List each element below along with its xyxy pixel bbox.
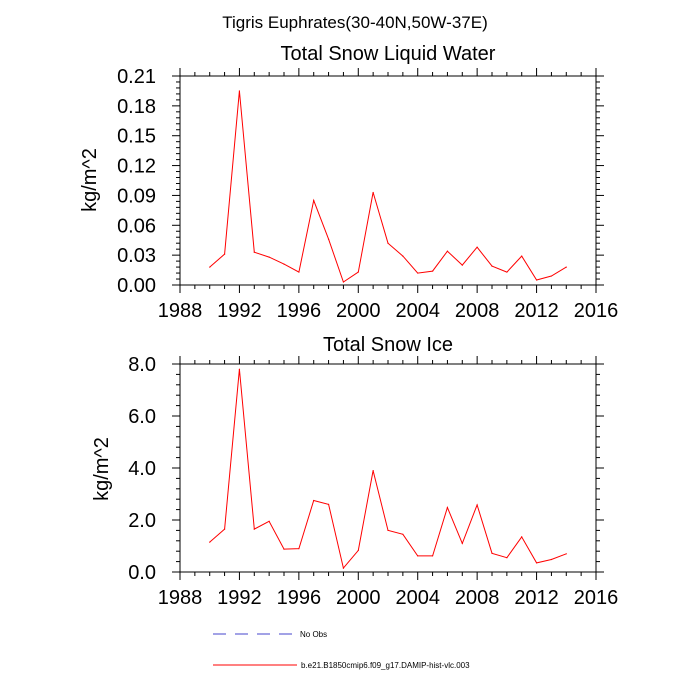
data-point [535,279,538,281]
y-tick-label: 0.00 [117,275,156,297]
data-point [283,263,285,265]
plot-frame [179,363,597,573]
x-tick-label: 2016 [574,300,619,322]
data-point [521,536,523,538]
data-point [238,90,241,92]
data-point [253,251,255,253]
y-tick-label: 2.0 [128,510,156,532]
series-group [209,90,567,283]
data-point [283,548,285,550]
x-tick-label: 2012 [514,300,559,322]
series-line [209,90,567,283]
data-point [298,548,300,550]
data-point [535,562,538,564]
data-point [387,529,389,532]
y-tick-label: 0.0 [128,562,156,584]
data-point [372,470,374,472]
y-axis-label: kg/m^2 [79,148,101,212]
x-tick-label: 2004 [395,587,440,609]
y-tick-label: 0.15 [117,126,156,148]
data-point [461,264,463,266]
data-point [209,541,211,543]
y-tick-label: 0.21 [117,66,156,88]
data-point [342,567,345,569]
data-point [491,552,493,554]
data-point [357,271,359,273]
data-point [253,528,255,530]
x-tick-label: 1988 [158,300,203,322]
figure-suptitle: Tigris Euphrates(30-40N,50W-37E) [222,13,488,32]
plot-frame [179,75,597,286]
data-point [342,281,345,283]
x-tick-label: 2012 [514,587,559,609]
data-point [268,520,270,522]
data-point [417,555,419,557]
legend-label-model: b.e21.B1850cmip6.f09_g17.DAMIP-hist-vlc.… [301,661,470,670]
data-point [521,255,523,257]
y-tick-label: 0.12 [117,156,156,178]
series-line [209,369,567,570]
chart-title: Total Snow Ice [323,334,453,356]
x-tick-label: 2008 [455,300,500,322]
data-point [223,253,226,255]
data-point [431,555,434,557]
tick-group: 1988 1992 1996 2000 2004 2008 2012 2016 0.00 0.03… [117,66,618,322]
tick-group: 1988 1992 1996 2000 2004 2008 2012 2016 0.0 2.0 4.… [128,354,618,609]
data-point [372,191,374,194]
data-point [417,272,419,274]
series-group [209,368,567,570]
legend: No Obs b.e21.B1850cmip6.f09_g17.DAMIP-hi… [213,630,470,670]
y-tick-label: 4.0 [128,458,156,480]
y-axis-label: kg/m^2 [91,437,113,501]
data-point [550,558,553,561]
data-point [268,256,270,258]
data-point [327,503,330,505]
data-point [387,242,389,244]
x-tick-label: 2004 [395,300,440,322]
x-tick-label: 1992 [217,587,262,609]
data-point [461,542,463,545]
x-tick-label: 1996 [277,587,322,609]
chart-title: Total Snow Liquid Water [281,43,496,65]
data-point [298,271,300,273]
x-tick-label: 2016 [574,587,619,609]
data-point [506,557,508,559]
x-tick-label: 1996 [277,300,322,322]
y-tick-label: 6.0 [128,406,156,428]
data-point [402,533,404,535]
chart-liquid-water: Total Snow Liquid Water kg/m^2 1988 1992 1… [79,43,618,322]
x-tick-label: 2008 [455,587,500,609]
x-tick-label: 2000 [336,587,381,609]
y-tick-label: 0.03 [117,245,156,267]
data-point [550,275,553,277]
legend-label-no-obs: No Obs [300,630,327,639]
data-point [565,553,567,555]
y-tick-label: 0.06 [117,215,156,237]
data-point [476,504,478,506]
y-tick-label: 8.0 [128,354,156,376]
data-point [491,265,493,267]
data-point [565,266,567,268]
data-point [357,549,359,552]
y-tick-label: 0.18 [117,96,156,118]
data-point [446,250,449,252]
data-point [313,499,315,502]
data-point [446,506,449,509]
data-point [209,266,211,268]
x-tick-label: 1988 [158,587,203,609]
data-point [223,528,226,530]
data-point [327,238,330,240]
x-tick-label: 1992 [217,300,262,322]
data-point [238,368,241,370]
data-point [313,199,315,202]
chart-snow-ice: Total Snow Ice kg/m^2 1988 1992 1996 2000 20… [91,334,618,609]
y-tick-label: 0.09 [117,185,156,207]
x-tick-label: 2000 [336,300,381,322]
data-point [402,255,404,257]
data-point [476,246,478,248]
data-point [506,271,508,273]
data-point [431,270,434,272]
